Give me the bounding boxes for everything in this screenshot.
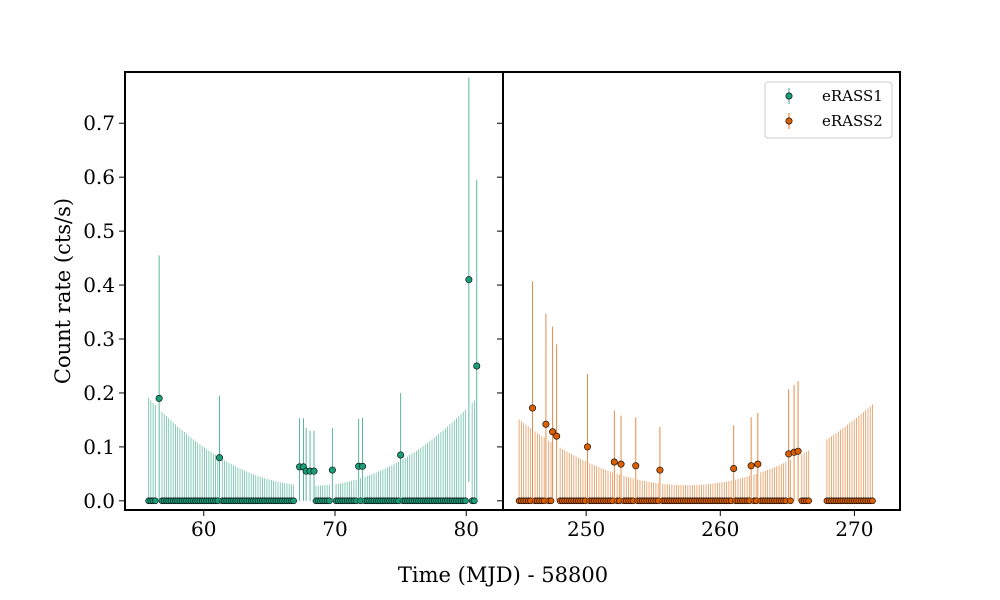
legend-box: [764, 81, 893, 139]
data-point: [328, 466, 336, 474]
legend-label: eRASS1: [822, 87, 883, 105]
frame-layer: [124, 71, 901, 511]
y-tick-label: 0.4: [83, 273, 115, 297]
data-point: [462, 497, 469, 505]
data-point: [310, 467, 318, 475]
data-point: [547, 497, 555, 505]
data-point: [583, 443, 591, 451]
y-axis-title: Count rate (cts/s): [51, 198, 75, 384]
data-point: [869, 497, 876, 505]
right-panel-frame: [502, 71, 901, 511]
y-tick-label: 0.1: [83, 435, 115, 459]
x-tick-label: 260: [701, 517, 739, 541]
series-eRASS2: [515, 281, 876, 505]
data-point: [542, 420, 550, 428]
x-axis-title: Time (MJD) - 58800: [398, 563, 608, 587]
data-point: [155, 394, 163, 402]
data-point: [632, 462, 640, 470]
data-point: [326, 497, 333, 505]
data-point: [473, 362, 481, 370]
legend: eRASS1 eRASS2: [764, 81, 893, 139]
data-point: [397, 451, 405, 459]
data-point: [617, 460, 625, 468]
x-tick-label: 70: [322, 517, 347, 541]
data-point: [465, 276, 473, 284]
data-point: [730, 464, 738, 472]
y-tick-label: 0.5: [83, 219, 115, 243]
y-tick-label: 0.7: [83, 111, 115, 135]
y-tick-label: 0.0: [83, 489, 115, 513]
y-tick-label: 0.6: [83, 165, 115, 189]
data-point: [359, 462, 367, 470]
y-tick-label: 0.2: [83, 381, 115, 405]
axes-layer: 60 70 80 0.0 0.1 0.2 0.3 0.4 0.5 0.6 0.7 250 260 270: [83, 111, 873, 541]
data-point: [747, 462, 755, 470]
marks-layer: [145, 77, 876, 505]
data-point: [471, 497, 478, 505]
data-point: [805, 497, 812, 505]
data-point: [794, 447, 802, 455]
data-point: [529, 404, 537, 412]
y-tick-label: 0.3: [83, 327, 115, 351]
data-point: [754, 460, 762, 468]
data-point: [656, 466, 664, 474]
data-point: [549, 428, 557, 436]
legend-label: eRASS2: [822, 112, 883, 130]
x-tick-label: 270: [835, 517, 873, 541]
data-point: [610, 458, 618, 466]
legend-marker: [785, 117, 793, 125]
data-point: [553, 432, 561, 440]
data-point: [216, 454, 224, 462]
data-point: [290, 497, 297, 505]
legend-marker: [785, 92, 793, 100]
x-tick-label: 60: [191, 517, 216, 541]
x-tick-label: 80: [454, 517, 479, 541]
data-point: [152, 497, 159, 505]
series-eRASS1: [145, 77, 481, 505]
x-tick-label: 250: [567, 517, 605, 541]
